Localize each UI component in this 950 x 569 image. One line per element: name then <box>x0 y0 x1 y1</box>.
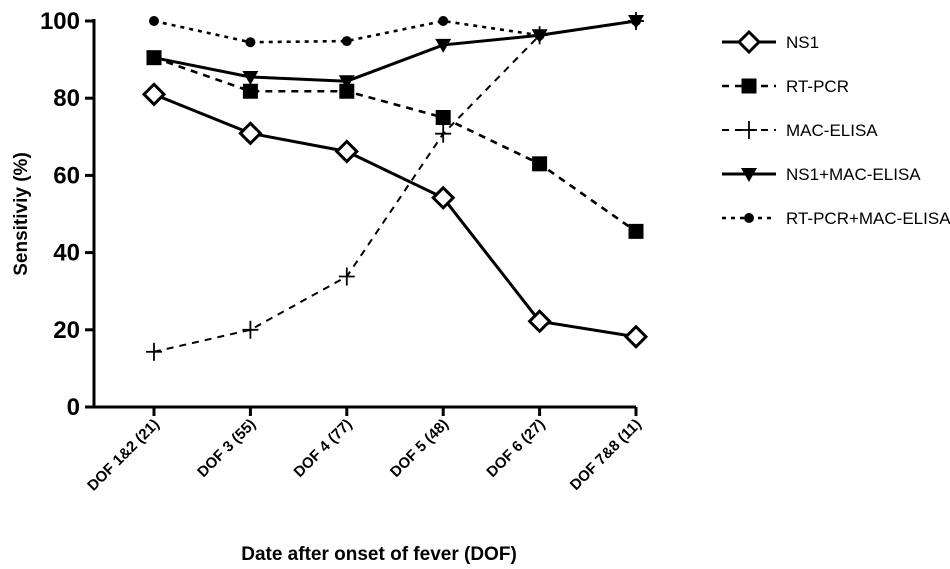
data-point <box>338 267 355 286</box>
legend-label: RT-PCR+MAC-ELISA <box>786 209 950 228</box>
data-point <box>242 320 259 339</box>
diamond-marker <box>141 82 167 107</box>
square-marker <box>339 83 355 99</box>
data-point <box>149 16 159 26</box>
diamond-marker <box>238 121 263 146</box>
legend-label: MAC-ELISA <box>786 121 878 140</box>
data-point <box>435 38 452 53</box>
series-markers <box>146 50 644 239</box>
triangle-marker <box>741 168 757 182</box>
data-point <box>631 16 641 26</box>
data-point <box>623 324 649 349</box>
data-point <box>238 121 263 146</box>
diamond-marker <box>527 309 552 334</box>
legend-item: NS1+MAC-ELISA <box>722 165 921 184</box>
triangle-marker <box>435 38 452 53</box>
data-point <box>146 342 162 361</box>
series-line <box>153 92 637 339</box>
data-point <box>741 168 757 182</box>
data-point <box>141 82 167 107</box>
square-marker <box>242 83 258 99</box>
data-point <box>736 29 762 55</box>
legend-label: NS1+MAC-ELISA <box>786 165 921 184</box>
data-point <box>741 78 757 94</box>
data-point <box>532 156 548 172</box>
circle-marker <box>438 16 449 26</box>
square-marker <box>628 223 644 239</box>
data-point <box>435 124 452 143</box>
triangle-marker <box>242 70 259 85</box>
x-tick-label: DOF 1&2 (21) <box>84 416 163 495</box>
y-tick-label: 20 <box>53 317 80 344</box>
square-marker <box>435 110 451 125</box>
y-tick-label: 60 <box>53 162 80 189</box>
data-point <box>431 185 456 210</box>
diamond-marker <box>431 185 456 210</box>
diamond-marker <box>334 139 359 164</box>
data-point <box>334 139 359 164</box>
axes <box>85 19 638 416</box>
diamond-marker <box>623 324 649 349</box>
legend-label: NS1 <box>786 33 819 52</box>
legend-label: RT-PCR <box>786 77 849 96</box>
x-tick-label: DOF 7&8 (11) <box>567 416 645 494</box>
series-markers <box>146 15 644 90</box>
data-point <box>146 51 162 66</box>
data-point <box>435 110 451 125</box>
legend-item: MAC-ELISA <box>722 121 878 140</box>
legend: NS1 RT-PCR MAC-ELISA NS1+MAC-ELISA RT-PCR+MA… <box>722 29 950 228</box>
data-point <box>534 30 545 41</box>
data-point <box>339 83 355 99</box>
triangle-marker <box>146 51 162 66</box>
series-markers <box>149 16 641 48</box>
square-marker <box>532 156 548 172</box>
x-axis-title: Date after onset of fever (DOF) <box>241 544 517 565</box>
diamond-marker <box>736 29 762 55</box>
circle-marker <box>341 36 352 47</box>
circle-marker <box>149 16 159 26</box>
series-group <box>141 12 649 361</box>
y-tick-label: 100 <box>40 8 80 35</box>
data-point <box>438 16 449 26</box>
data-point <box>628 223 644 239</box>
series-line <box>153 56 637 233</box>
y-tick-label: 40 <box>53 240 80 267</box>
data-point <box>527 309 552 334</box>
data-point <box>245 37 256 48</box>
circle-marker <box>631 16 641 26</box>
legend-item: RT-PCR <box>722 77 849 96</box>
y-tick-label: 0 <box>67 394 80 421</box>
y-tick-label: 80 <box>53 85 80 112</box>
circle-marker <box>245 37 256 48</box>
series-rt-pcr <box>153 56 637 233</box>
circle-marker <box>744 213 754 223</box>
x-tick-label: DOF 3 (55) <box>194 416 259 481</box>
x-tick-label: DOF 5 (48) <box>387 416 452 481</box>
legend-item: NS1 <box>722 29 819 55</box>
data-point <box>242 70 259 85</box>
data-point <box>741 121 757 139</box>
series-markers <box>141 82 649 349</box>
data-point <box>242 83 258 99</box>
series-rt-pcr-mac-elisa <box>153 19 637 44</box>
triangle-marker <box>338 75 355 90</box>
square-marker <box>741 78 757 94</box>
data-point <box>338 75 355 90</box>
series-ns1 <box>153 92 637 339</box>
y-axis-title: Sensitiviy (%) <box>11 152 32 276</box>
x-tick-label: DOF 4 (77) <box>291 416 356 481</box>
legend-item: RT-PCR+MAC-ELISA <box>722 209 950 228</box>
circle-marker <box>534 30 545 41</box>
data-point <box>341 36 352 47</box>
data-point <box>744 213 754 223</box>
series-line <box>153 19 637 44</box>
x-tick-label: DOF 6 (27) <box>483 416 548 481</box>
